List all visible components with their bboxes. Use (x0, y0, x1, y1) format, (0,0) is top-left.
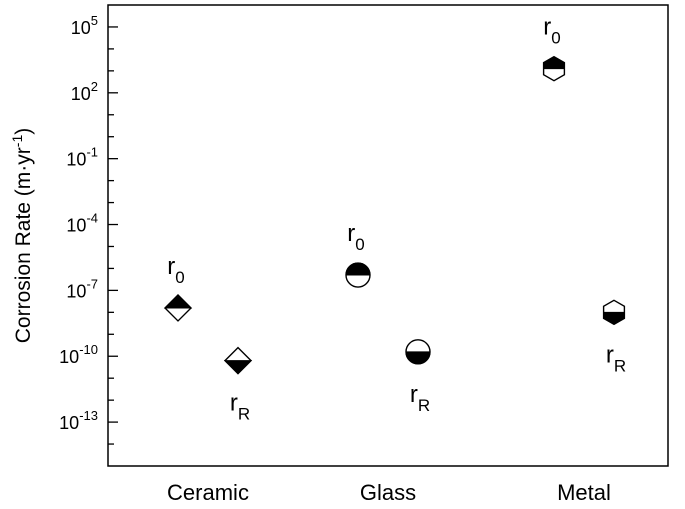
y-tick-label: 10-10 (59, 342, 98, 367)
y-tick-label: 10-13 (59, 408, 98, 433)
data-point-glass-0 (345, 262, 371, 288)
y-tick-labels: 105 102 10-1 10-4 10-7 10-10 10-13 (59, 13, 98, 433)
category-labels: Ceramic Glass Metal (167, 480, 611, 505)
point-label-glass-r: rR (410, 381, 430, 415)
data-points (163, 55, 626, 375)
data-point-glass-r (405, 339, 431, 365)
y-ticks (108, 26, 118, 445)
y-tick-label: 102 (71, 79, 98, 104)
plot-frame (107, 4, 669, 467)
point-label-glass-0: r0 (347, 220, 364, 254)
point-label-ceramic-0: r0 (167, 253, 184, 287)
y-tick-label: 10-1 (66, 145, 98, 170)
y-tick-label: 10-7 (66, 276, 98, 301)
category-label: Metal (557, 480, 611, 505)
point-label-ceramic-r: rR (230, 390, 250, 424)
data-point-metal-0 (542, 55, 566, 82)
data-point-metal-r (602, 299, 626, 326)
data-point-ceramic-0 (163, 293, 193, 322)
y-axis-title: Corrosion Rate (m·yr-1) (9, 128, 35, 344)
point-label-metal-0: r0 (543, 14, 560, 48)
category-label: Glass (360, 480, 416, 505)
category-label: Ceramic (167, 480, 249, 505)
y-tick-label: 10-4 (66, 211, 98, 236)
point-labels: r0 rR r0 rR r0 rR (167, 14, 626, 424)
data-point-ceramic-r (223, 346, 253, 375)
point-label-metal-r: rR (606, 341, 626, 375)
y-tick-label: 105 (71, 13, 98, 38)
